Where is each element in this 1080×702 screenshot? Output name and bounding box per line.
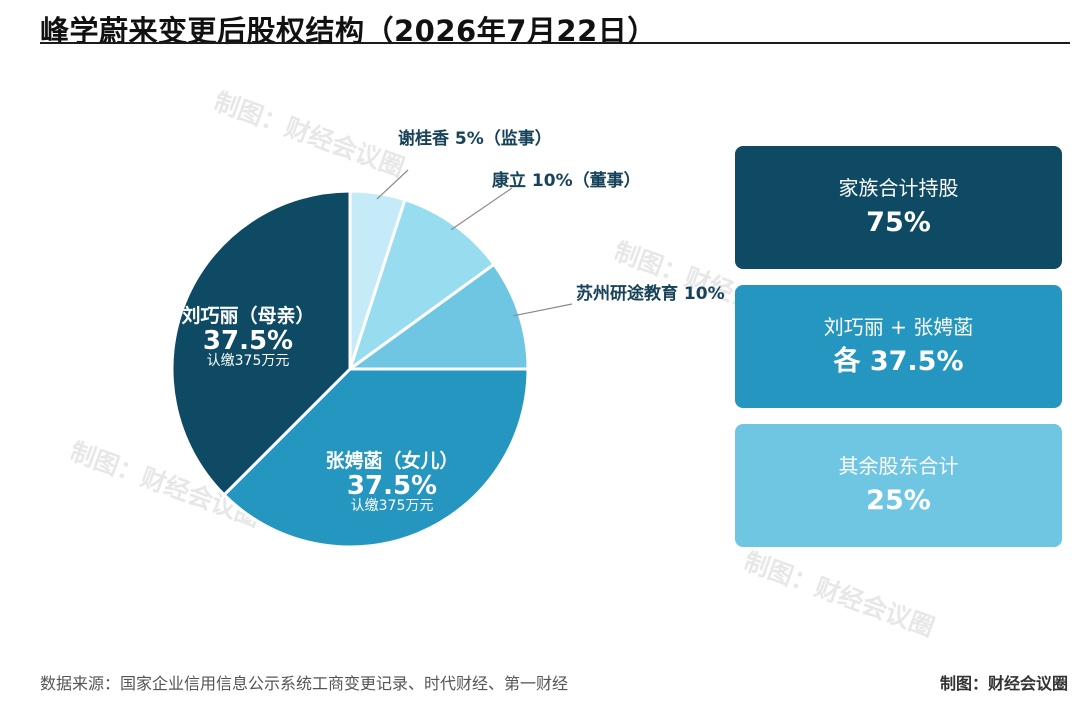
pie-slice xyxy=(170,189,352,497)
leader-line xyxy=(376,169,409,200)
summary-value: 25% xyxy=(866,484,931,516)
summary-label: 其余股东合计 xyxy=(838,453,959,478)
slice-label: 谢桂香 5%（监事） xyxy=(398,128,552,149)
leader-line xyxy=(450,187,513,231)
title-underline xyxy=(40,42,1070,44)
summary-label: 家族合计持股 xyxy=(838,175,959,200)
chart-credit: 制图：财经会议圈 xyxy=(939,674,1068,693)
slice-name-label: 张娉菡（女儿） xyxy=(325,449,458,472)
leader-line xyxy=(513,303,573,317)
summary-value: 各 37.5% xyxy=(833,345,964,377)
summary-box-family-total: 家族合计持股 75% xyxy=(735,146,1062,269)
pie-slice xyxy=(345,262,530,371)
slice-name-label: 刘巧丽（母亲） xyxy=(181,304,314,327)
slice-percent-label: 37.5% xyxy=(347,471,437,501)
summary-box-mother-daughter: 刘巧丽 + 张娉菡 各 37.5% xyxy=(735,285,1062,408)
summary-box-others-total: 其余股东合计 25% xyxy=(735,424,1062,547)
summary-value: 75% xyxy=(866,206,931,238)
slice-label: 苏州研途教育 10% xyxy=(576,283,725,304)
slice-note-label: 认缴375万元 xyxy=(207,353,290,369)
summary-label: 刘巧丽 + 张娉菡 xyxy=(823,314,974,339)
pie-slice xyxy=(347,197,497,373)
data-source-note: 数据来源：国家企业信用信息公示系统工商变更记录、时代财经、第一财经 xyxy=(40,674,569,693)
pie-slice xyxy=(222,367,530,549)
slice-label: 康立 10%（董事） xyxy=(492,170,641,191)
slice-percent-label: 37.5% xyxy=(203,326,293,356)
slice-note-label: 认缴375万元 xyxy=(351,498,434,514)
